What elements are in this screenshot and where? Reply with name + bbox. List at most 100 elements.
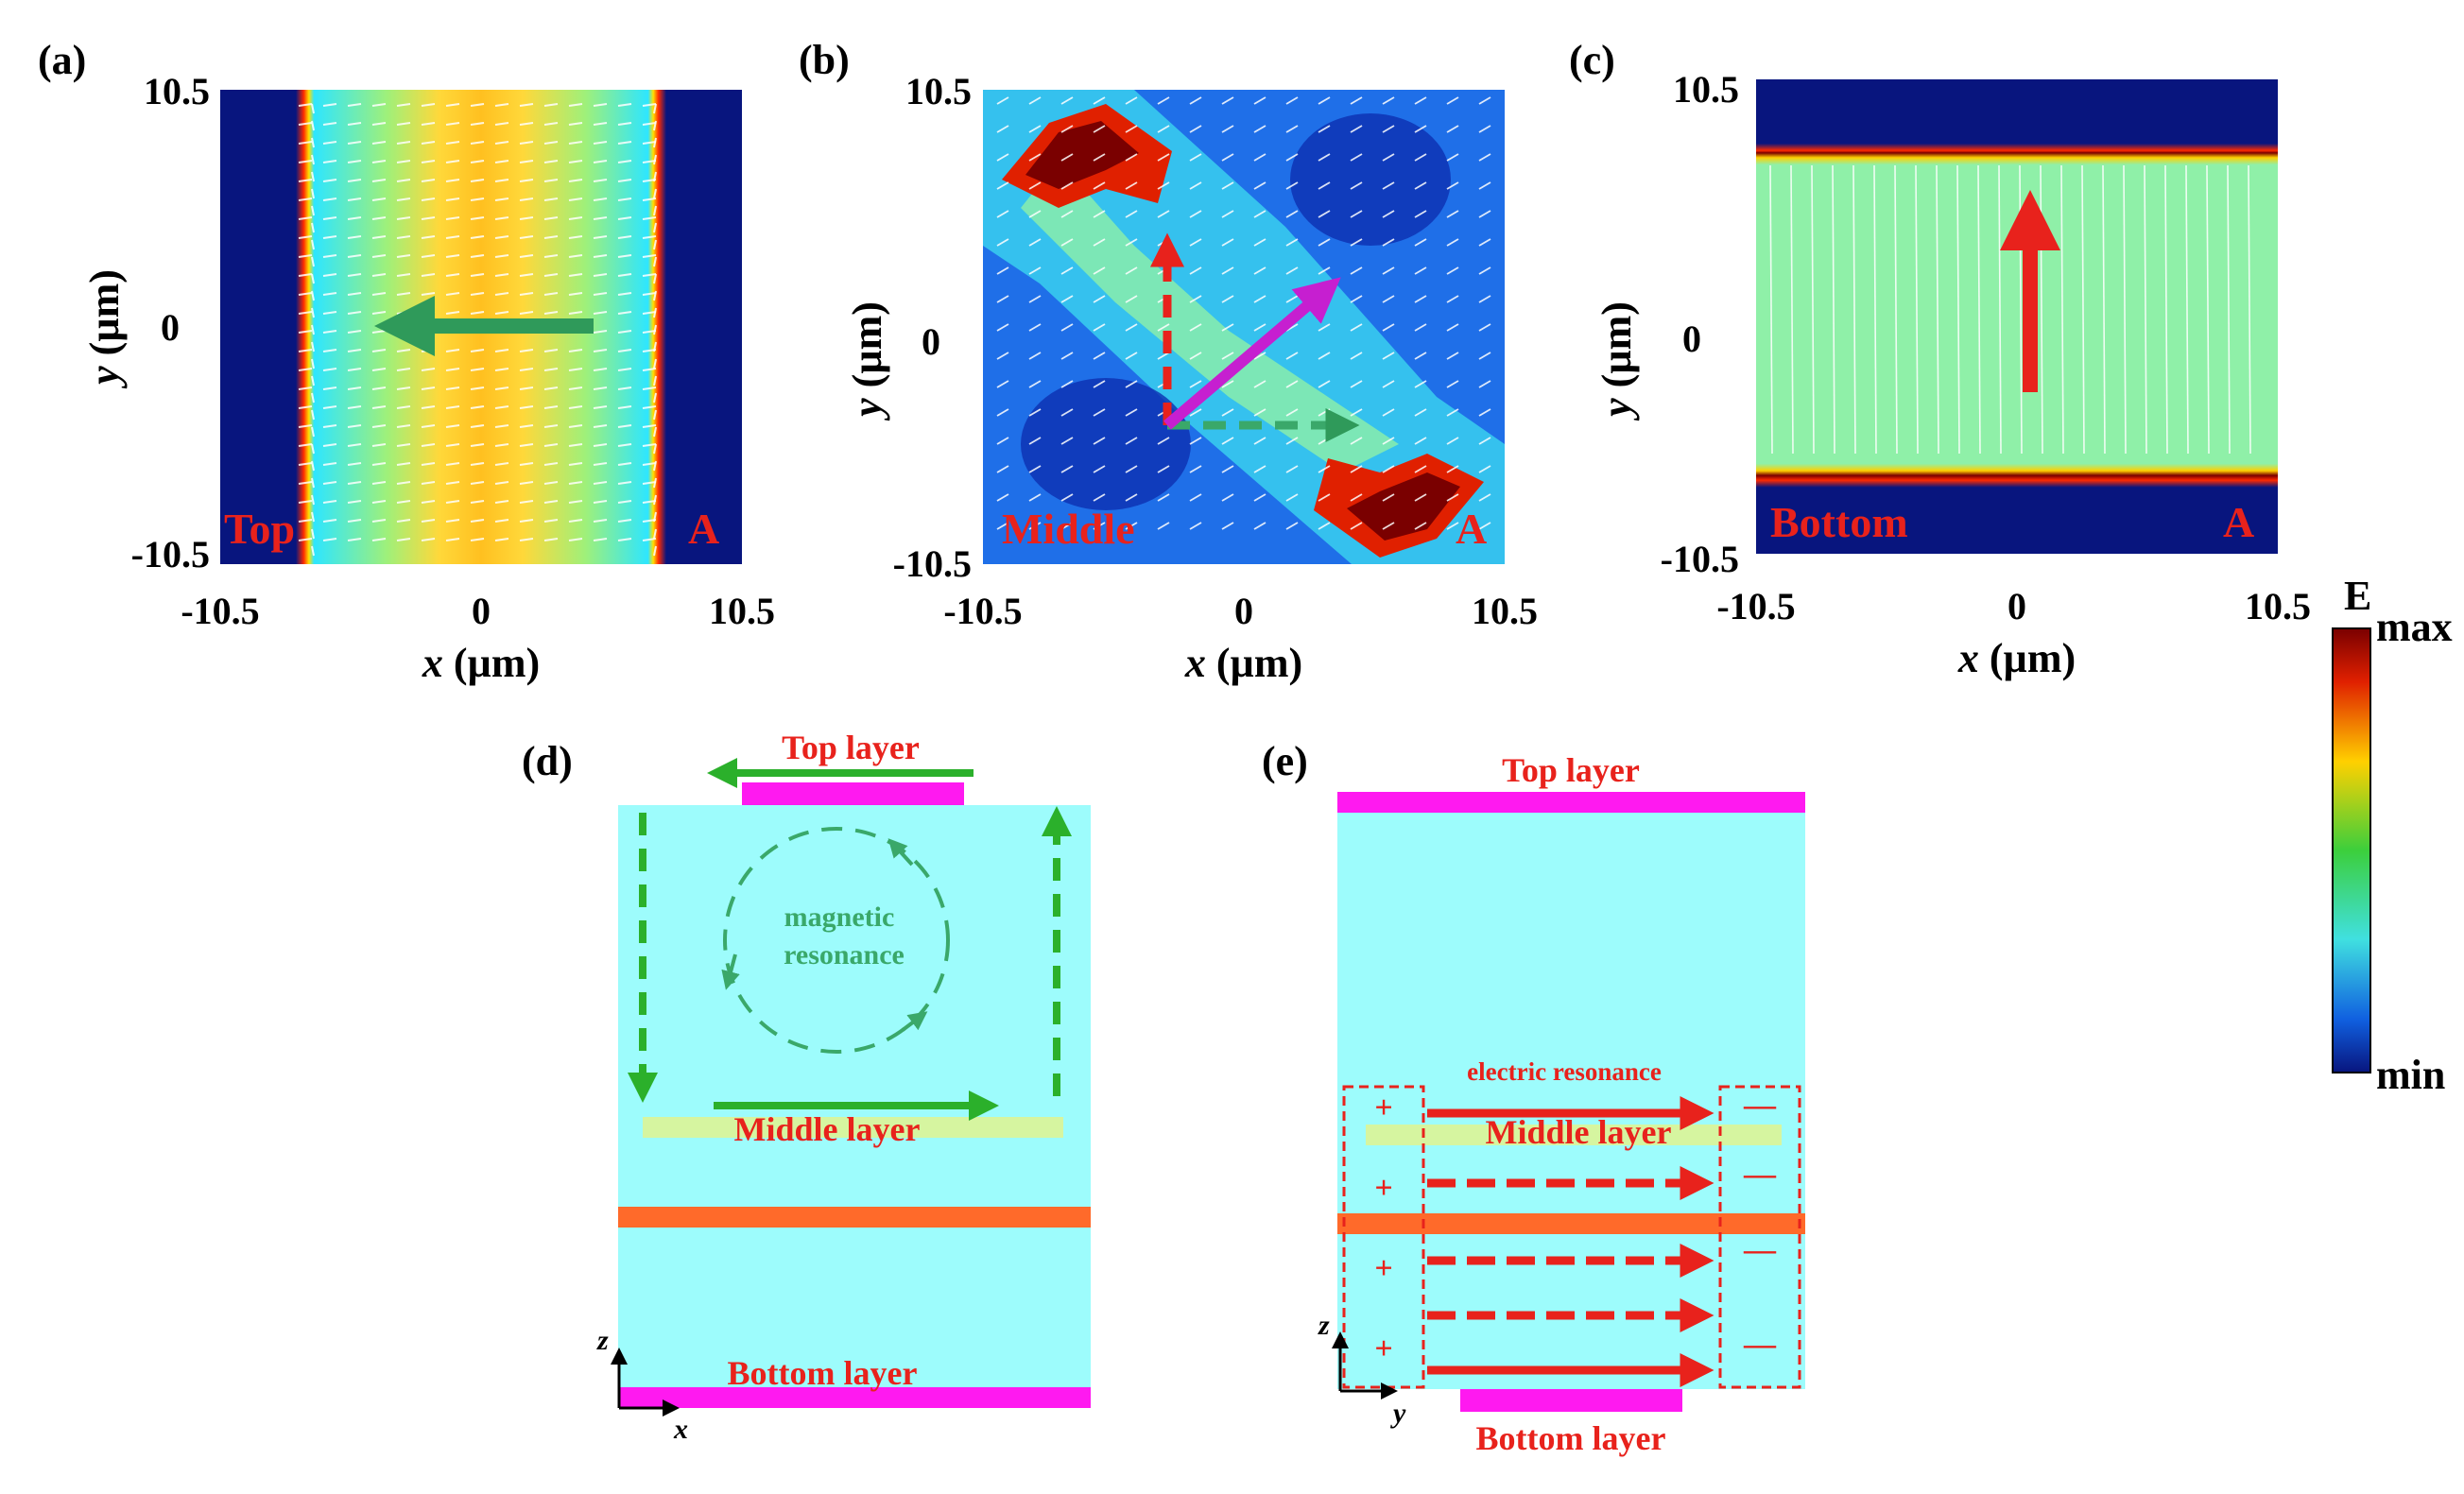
vector-stroke <box>347 538 362 541</box>
panel-a-ytick-bot: -10.5 <box>131 533 210 575</box>
minus-sign: — <box>1743 1232 1777 1267</box>
vector-stroke <box>347 481 362 485</box>
vector-stroke <box>1253 408 1266 417</box>
vector-stroke <box>593 462 608 466</box>
vector-stroke <box>617 141 632 145</box>
vector-stroke <box>1790 164 1794 455</box>
vector-stroke <box>1028 295 1042 303</box>
vector-stroke <box>1382 125 1395 133</box>
vector-stroke <box>347 141 362 145</box>
vector-stroke <box>1221 522 1234 530</box>
vector-stroke <box>421 179 436 182</box>
vector-stroke <box>1414 153 1427 162</box>
vector-stroke <box>568 103 583 107</box>
vector-stroke <box>470 368 485 371</box>
vector-stroke <box>445 538 460 541</box>
vector-stroke <box>642 254 657 258</box>
vector-stroke <box>322 330 337 334</box>
vector-stroke <box>1093 181 1106 190</box>
vector-stroke <box>1157 352 1170 360</box>
vector-stroke <box>1125 153 1138 162</box>
vector-stroke <box>396 122 411 126</box>
vector-stroke <box>298 273 313 277</box>
vector-stroke <box>2248 164 2251 455</box>
vector-stroke <box>1060 380 1074 388</box>
vector-stroke <box>642 141 657 145</box>
vector-stroke <box>470 141 485 145</box>
vector-stroke <box>1221 210 1234 218</box>
vector-stroke <box>1093 125 1106 133</box>
vector-stroke <box>371 160 387 163</box>
vector-stroke <box>494 273 509 277</box>
vector-stroke <box>568 273 583 277</box>
vector-stroke <box>311 256 315 267</box>
vector-stroke <box>1285 408 1299 417</box>
vector-stroke <box>2144 164 2147 455</box>
vector-stroke <box>1060 437 1074 445</box>
vector-stroke <box>1446 437 1459 445</box>
vector-stroke <box>519 462 534 466</box>
vector-stroke <box>322 235 337 239</box>
vector-stroke <box>1318 266 1331 275</box>
diagram-d-axis-z: z <box>596 1325 609 1356</box>
vector-stroke <box>1446 295 1459 303</box>
vector-stroke <box>996 181 1009 190</box>
vector-stroke <box>519 311 534 315</box>
vector-stroke <box>322 179 337 182</box>
vector-stroke <box>593 519 608 523</box>
vector-stroke <box>1221 465 1234 473</box>
vector-stroke <box>421 216 436 220</box>
vector-stroke <box>617 349 632 352</box>
vector-stroke <box>445 160 460 163</box>
vector-stroke <box>1028 238 1042 247</box>
vector-stroke <box>322 368 337 371</box>
colorbar: E max min <box>2332 573 2453 1098</box>
diagram-d-resonance-line1: magnetic <box>784 902 895 933</box>
vector-stroke <box>593 273 608 277</box>
vector-stroke <box>1318 153 1331 162</box>
vector-stroke <box>371 481 387 485</box>
panel-c-corner-right: A <box>2223 498 2254 546</box>
vector-stroke <box>1350 352 1363 360</box>
diagram-d-axis-x: x <box>673 1414 688 1445</box>
vector-stroke <box>421 405 436 409</box>
colorbar-max-label: max <box>2376 604 2453 650</box>
vector-stroke <box>1189 380 1202 388</box>
vector-stroke <box>298 235 313 239</box>
vector-stroke <box>1956 164 1960 455</box>
vector-stroke <box>494 386 509 390</box>
vector-stroke <box>470 216 485 220</box>
vector-stroke <box>543 386 559 390</box>
vector-stroke <box>1285 493 1299 502</box>
vector-stroke <box>311 409 315 421</box>
vector-stroke <box>543 500 559 504</box>
vector-stroke <box>653 256 657 267</box>
vector-stroke <box>445 273 460 277</box>
vector-stroke <box>1060 210 1074 218</box>
vector-stroke <box>1382 437 1395 445</box>
vector-stroke <box>1478 181 1491 190</box>
vector-stroke <box>653 341 657 352</box>
vector-stroke <box>568 368 583 371</box>
panel-c-plot: Bottom A <box>1756 79 2278 554</box>
panel-a-corner-right: A <box>688 505 719 553</box>
vector-stroke <box>996 522 1009 530</box>
vector-stroke <box>1446 522 1459 530</box>
diagram-e-top-layer <box>1337 792 1805 813</box>
vector-stroke <box>494 141 509 145</box>
vector-stroke <box>1382 238 1395 247</box>
vector-stroke <box>1350 96 1363 105</box>
vector-stroke <box>494 254 509 258</box>
vector-stroke <box>1446 380 1459 388</box>
vector-stroke <box>298 500 313 504</box>
vector-stroke <box>543 254 559 258</box>
vector-stroke <box>445 462 460 466</box>
vector-stroke <box>298 405 313 409</box>
vector-stroke <box>311 477 315 489</box>
diagram-e-middle-label: Middle layer <box>1486 1113 1672 1151</box>
vector-stroke <box>996 352 1009 360</box>
diagram-e-negative-box <box>1718 1085 1801 1389</box>
vector-stroke <box>996 323 1009 332</box>
vector-stroke <box>1382 181 1395 190</box>
vector-stroke <box>568 386 583 390</box>
